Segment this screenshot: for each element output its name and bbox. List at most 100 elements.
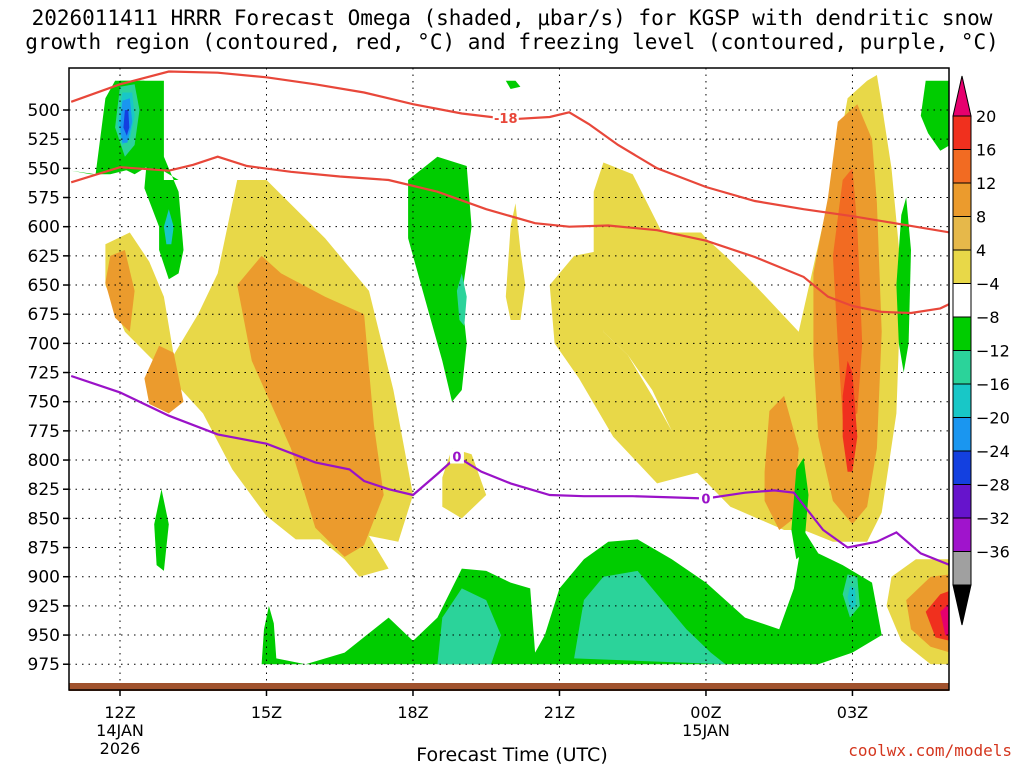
omega-region-warm-red-east bbox=[842, 360, 858, 472]
y-tick-label: 500 bbox=[28, 101, 60, 121]
omega-region-sink-teal-bottom-b bbox=[574, 570, 726, 665]
x-tick-label: 21Z bbox=[544, 703, 575, 722]
freezing-contour-label: 0 bbox=[452, 451, 461, 466]
y-tick-label: 600 bbox=[28, 218, 60, 238]
colorbar-segment bbox=[952, 182, 972, 217]
omega-region-sink-green-east-a bbox=[896, 197, 911, 373]
omega-region-sink-green-1800 bbox=[408, 156, 472, 402]
chart-title: 2026011411 HRRR Forecast Omega (shaded, … bbox=[0, 6, 1024, 54]
dgz-label-bg bbox=[492, 110, 519, 126]
omega-region-sink-green-ne bbox=[920, 80, 949, 151]
freezing-level-contour bbox=[70, 374, 949, 566]
chart-title-line2: growth region (contoured, red, °C) and f… bbox=[25, 30, 999, 54]
omega-region-warm-magenta-sw bbox=[940, 603, 949, 636]
colorbar-label: −32 bbox=[976, 509, 1010, 528]
y-tick-label: 900 bbox=[28, 568, 60, 588]
colorbar-segment bbox=[952, 283, 972, 318]
colorbar-segment bbox=[952, 249, 972, 284]
x-tick-label: 12Z bbox=[104, 703, 135, 722]
x-tick-label: 18Z bbox=[397, 703, 428, 722]
omega-region-warm-orange-west-a bbox=[105, 250, 135, 332]
x-tick-label: 00Z bbox=[690, 703, 721, 722]
y-tick-label: 775 bbox=[28, 422, 60, 442]
omega-region-warm-red-sw bbox=[925, 591, 949, 641]
omega-region-warm-yellow-1900 bbox=[442, 448, 487, 519]
omega-region-sink-green-left bbox=[154, 489, 169, 571]
omega-region-warm-orange-west-b bbox=[144, 345, 184, 414]
colorbar-segment bbox=[952, 216, 972, 251]
omega-region-warm-orange-west-c bbox=[237, 255, 384, 557]
colorbar-segment bbox=[952, 149, 972, 184]
y-tick-label: 825 bbox=[28, 480, 60, 500]
x-tick-label: 15Z bbox=[251, 703, 282, 722]
colorbar-label: 12 bbox=[976, 174, 996, 193]
y-tick-label: 875 bbox=[28, 539, 60, 559]
x-tick-date-label: 15JAN bbox=[682, 721, 730, 740]
y-tick-label: 925 bbox=[28, 597, 60, 617]
y-tick-label: 575 bbox=[28, 189, 60, 209]
colorbar-label: 8 bbox=[976, 208, 986, 227]
x-tick-year-label: 2026 bbox=[100, 739, 141, 758]
ground-strip bbox=[69, 683, 949, 691]
omega-region-sink-cyan-0300 bbox=[847, 586, 856, 610]
freezing-contour-label: 0 bbox=[701, 493, 710, 508]
colorbar-label: −16 bbox=[976, 375, 1010, 394]
omega-region-sink-green-0230 bbox=[791, 457, 809, 560]
y-tick-label: 725 bbox=[28, 364, 60, 384]
colorbar: 20 16 12 8 4 −4 −8 −12 −16 −20 −24 −28 −32 −36 bbox=[952, 75, 1010, 626]
colorbar-segment bbox=[952, 484, 972, 519]
colorbar-segment bbox=[952, 350, 972, 385]
y-tick-label: 750 bbox=[28, 393, 60, 413]
y-tick-label: 950 bbox=[28, 626, 60, 646]
colorbar-label: −20 bbox=[976, 409, 1010, 428]
colorbar-segment bbox=[952, 383, 972, 418]
colorbar-label: −4 bbox=[976, 275, 1000, 294]
y-tick-label: 975 bbox=[28, 655, 60, 675]
dgz-contour-1 bbox=[70, 155, 949, 315]
y-tick-label: 675 bbox=[28, 305, 60, 325]
omega-region-sink-teal-bottom-a bbox=[437, 588, 501, 665]
colorbar-label: 16 bbox=[976, 141, 996, 160]
omega-region-sink-green-2000 bbox=[505, 80, 521, 89]
y-tick-label: 625 bbox=[28, 247, 60, 267]
plot-frame bbox=[68, 67, 950, 691]
omega-shading-layer bbox=[71, 75, 949, 665]
y-tick-label: 550 bbox=[28, 159, 60, 179]
colorbar-label: −28 bbox=[976, 476, 1010, 495]
colorbar-segment bbox=[952, 316, 972, 351]
colorbar-label: −24 bbox=[976, 442, 1010, 461]
x-axis-label: Forecast Time (UTC) bbox=[416, 744, 608, 766]
chart-title-line1: 2026011411 HRRR Forecast Omega (shaded, … bbox=[31, 6, 993, 30]
y-tick-label: 525 bbox=[28, 130, 60, 150]
omega-region-warm-yellow-1930 bbox=[505, 203, 526, 320]
colorbar-label: −12 bbox=[976, 342, 1010, 361]
watermark: coolwx.com/models bbox=[848, 741, 1012, 760]
y-axis: 500 525 550 575 600 625 650 675 700 725 750 775 800 8… bbox=[28, 101, 69, 675]
y-tick-label: 850 bbox=[28, 509, 60, 529]
colorbar-label: 20 bbox=[976, 107, 996, 126]
omega-region-warm-dark-orange-east bbox=[832, 168, 863, 420]
y-tick-label: 700 bbox=[28, 334, 60, 354]
colorbar-segment bbox=[952, 517, 972, 552]
omega-region-sink-cyan-nw2 bbox=[163, 209, 174, 245]
omega-region-warm-yellow-2200 bbox=[549, 250, 702, 484]
omega-region-sink-green-bottom bbox=[261, 530, 882, 665]
y-tick-label: 650 bbox=[28, 276, 60, 296]
dgz-contour-label: -18 bbox=[494, 112, 518, 127]
omega-region-sink-dkblue-nw bbox=[123, 110, 130, 136]
x-tick-label: 03Z bbox=[837, 703, 868, 722]
y-tick-label: 800 bbox=[28, 451, 60, 471]
x-tick-date-label: 14JAN bbox=[96, 721, 144, 740]
dgz-contour-0 bbox=[70, 70, 949, 234]
omega-region-sink-teal-1800 bbox=[456, 273, 467, 326]
colorbar-label: 4 bbox=[976, 241, 986, 260]
colorbar-segment bbox=[952, 115, 972, 150]
colorbar-segment bbox=[952, 450, 972, 485]
colorbar-bottom-triangle bbox=[952, 584, 972, 626]
freezing-label-bg bbox=[449, 448, 464, 464]
omega-region-warm-orange-0130 bbox=[764, 395, 799, 530]
colorbar-segment bbox=[952, 417, 972, 452]
contour-layer: -18 0 0 bbox=[70, 70, 949, 566]
